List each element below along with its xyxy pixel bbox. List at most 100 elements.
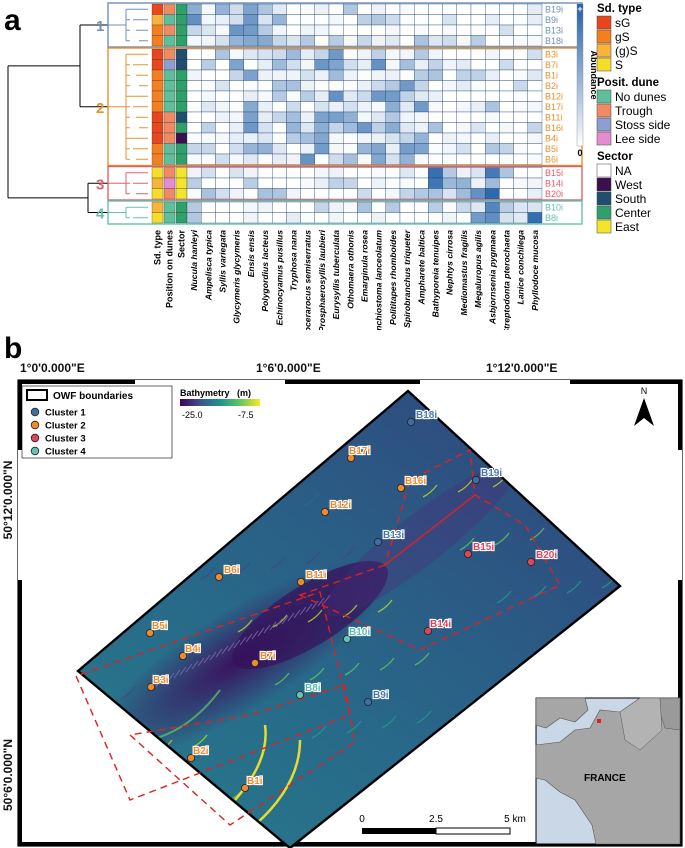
- heatmap-cell: [385, 14, 401, 26]
- station-label: B6i: [224, 565, 240, 576]
- heatmap-cell: [371, 69, 386, 81]
- legend-swatch: [596, 191, 612, 206]
- sector-cell: [175, 188, 188, 200]
- heatmap-cell: [470, 212, 486, 224]
- heatmap-cell: [229, 132, 244, 144]
- station-label: B16i: [405, 476, 426, 487]
- heatmap-cell: [272, 111, 287, 123]
- station-b18i: B18i: [406, 409, 438, 427]
- heatmap-cell: [385, 24, 401, 36]
- heatmap-cell: [470, 188, 486, 200]
- station-label: B17i: [349, 446, 370, 457]
- lat-label-1: 50°12'0.000"N: [1, 461, 15, 540]
- heatmap-cell: [428, 177, 443, 189]
- heatmap-cell: [314, 3, 330, 15]
- heatmap-cell: [485, 24, 500, 36]
- station-b20i: B20i: [527, 549, 558, 566]
- heatmap-cell: [343, 69, 358, 81]
- heatmap-cell: [499, 90, 514, 102]
- heatmap-cell: [470, 35, 486, 47]
- cluster-legend-label: Cluster 4: [45, 447, 86, 458]
- heatmap-cell: [357, 80, 372, 92]
- species-label: Polititapes rhomboides: [388, 230, 398, 325]
- heatmap-cell: [428, 69, 443, 81]
- heatmap-cell: [272, 14, 287, 26]
- heatmap-cell: [328, 35, 344, 47]
- heatmap-cell: [272, 143, 287, 155]
- heatmap-cell: [314, 212, 330, 224]
- heatmap-cell: [229, 201, 244, 213]
- sample-label: B16i: [545, 123, 563, 133]
- heatmap-cell: [300, 111, 315, 123]
- annotation-column-label: Sd. type: [153, 230, 163, 265]
- heatmap-cell: [485, 14, 500, 26]
- bathymetry-colorbar: [180, 399, 260, 406]
- heatmap-cell: [527, 3, 543, 15]
- heatmap-cell: [385, 3, 401, 15]
- position-cell: [163, 111, 176, 123]
- position-cell: [163, 35, 176, 47]
- cluster-legend-marker: [30, 420, 40, 430]
- heatmap-cell: [485, 35, 500, 47]
- legend-swatch: [596, 163, 612, 178]
- heatmap-cell: [328, 201, 344, 213]
- heatmap-cell: [229, 143, 244, 155]
- heatmap-cell: [257, 69, 273, 81]
- scale-label-2-5: 2.5: [429, 814, 443, 825]
- heatmap-cell: [371, 14, 386, 26]
- heatmap-cell: [215, 122, 230, 134]
- heatmap-cell: [456, 101, 472, 113]
- heatmap-cell: [229, 167, 244, 179]
- heatmap-cell: [442, 35, 457, 47]
- heatmap-cell: [257, 48, 273, 60]
- heatmap-cell: [485, 69, 500, 81]
- heatmap-cell: [399, 132, 415, 144]
- heatmap-cell: [399, 167, 415, 179]
- heatmap-cell: [272, 122, 287, 134]
- sector-cell: [175, 153, 188, 165]
- heatmap-cell: [385, 122, 401, 134]
- cluster-number: 1: [96, 18, 104, 35]
- heatmap-cell: [442, 69, 457, 81]
- sd-type-cell: [151, 188, 164, 200]
- panel-b-label: b: [4, 332, 22, 365]
- heatmap-cell: [229, 69, 244, 81]
- heatmap-cell: [357, 177, 372, 189]
- sample-label: B7i: [545, 60, 558, 70]
- heatmap-cell: [485, 153, 500, 165]
- heatmap-cell: [186, 35, 202, 47]
- heatmap-cell: [286, 24, 301, 36]
- sample-label: B13i: [545, 26, 563, 36]
- sd-type-cell: [151, 201, 164, 213]
- heatmap-cell: [357, 69, 372, 81]
- dune-sector-outlines: [75, 448, 561, 826]
- heatmap-cell: [186, 69, 202, 81]
- heatmap-cell: [513, 14, 528, 26]
- heatmap-cell: [485, 122, 500, 134]
- heatmap-cell: [399, 101, 415, 113]
- position-cell: [163, 201, 176, 213]
- heatmap-cell: [428, 132, 443, 144]
- heatmap-cell: [328, 3, 344, 15]
- heatmap-cell: [201, 59, 216, 71]
- heatmap-cell: [229, 3, 244, 15]
- heatmap-cell: [428, 59, 443, 71]
- heatmap-cell: [385, 90, 401, 102]
- heatmap-cell: [456, 132, 472, 144]
- heatmap-cell: [499, 3, 514, 15]
- station-marker: [463, 549, 472, 558]
- heatmap-cell: [243, 14, 259, 26]
- heatmap-cell: [257, 24, 273, 36]
- bathymetry-unit: (m): [237, 388, 251, 398]
- heatmap-cell: [186, 14, 202, 26]
- heatmap-cell: [470, 90, 486, 102]
- heatmap-cell: [371, 143, 386, 155]
- panel-a-label: a: [4, 4, 21, 37]
- heatmap-cell: [328, 177, 344, 189]
- species-label: Emarginula rosea: [360, 230, 370, 302]
- legend-swatch: [596, 219, 612, 234]
- heatmap-cell: [428, 201, 443, 213]
- station-b9i: B9i: [363, 689, 390, 706]
- species-label: Phyllodoce mucosa: [530, 230, 540, 311]
- heatmap-cell: [499, 14, 514, 26]
